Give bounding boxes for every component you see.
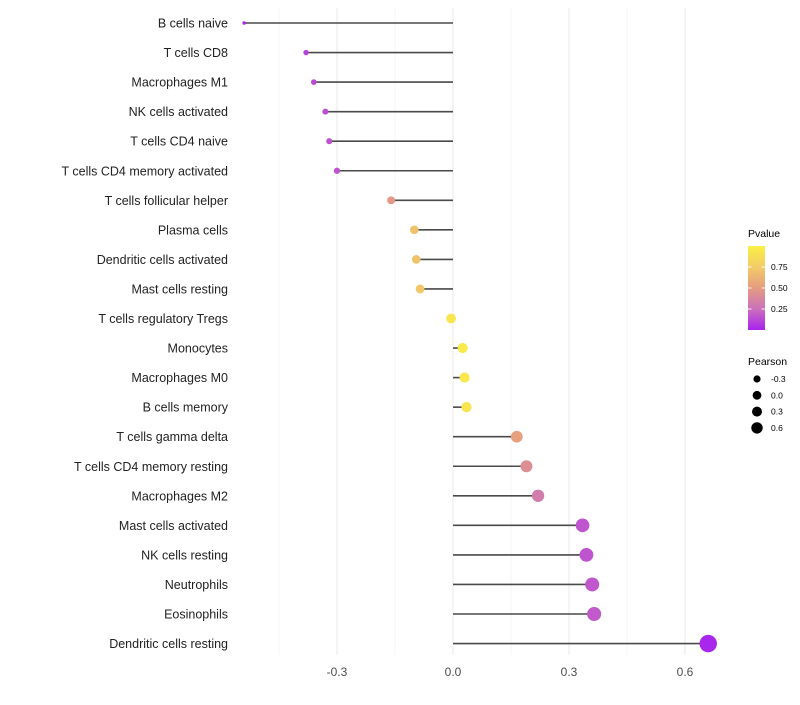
x-axis-tick-label: -0.3 [327, 665, 348, 679]
lollipop-dot [411, 255, 421, 264]
lollipop-row: Neutrophils [165, 577, 600, 592]
y-axis-label: T cells regulatory Tregs [98, 312, 228, 326]
lollipop-dot [531, 489, 545, 502]
lollipop-row: Mast cells resting [131, 282, 453, 296]
x-axis-tick-label: 0.6 [677, 665, 694, 679]
lollipop-dot [310, 79, 317, 85]
lollipop-row: T cells gamma delta [116, 430, 523, 444]
lollipop-row: T cells CD4 memory activated [62, 164, 453, 178]
pearson-legend-label: 0.0 [771, 390, 783, 400]
lollipop-dot [520, 460, 533, 473]
lollipop-dot [242, 21, 246, 25]
lollipop-dot [699, 634, 717, 653]
lollipop-dot [410, 225, 419, 235]
y-axis-label: T cells CD8 [164, 46, 228, 60]
lollipop-row: T cells regulatory Tregs [98, 312, 456, 326]
lollipop-dot [585, 577, 600, 592]
y-axis-label: T cells CD4 memory resting [74, 460, 228, 474]
lollipop-row: Macrophages M2 [131, 489, 545, 503]
y-axis-label: Dendritic cells resting [109, 637, 228, 651]
y-axis-label: T cells CD4 naive [130, 135, 228, 149]
lollipop-row: B cells naive [158, 17, 453, 31]
lollipop-row: NK cells resting [141, 548, 594, 562]
lollipop-row: Dendritic cells activated [97, 253, 453, 267]
lollipop-dot [326, 138, 333, 145]
lollipop-dot [461, 402, 472, 413]
y-axis-label: Neutrophils [165, 578, 228, 592]
pearson-legend-dot [753, 375, 761, 383]
lollipop-row: B cells memory [143, 401, 472, 415]
y-axis-label: Mast cells activated [119, 519, 228, 533]
pvalue-legend-title: Pvalue [748, 228, 780, 240]
lollipop-dot [510, 430, 523, 443]
lollipop-dot [333, 167, 341, 174]
y-axis-label: Eosinophils [164, 608, 228, 622]
lollipop-dot [579, 548, 594, 562]
pvalue-legend-tick-label: 0.50 [771, 283, 788, 293]
lollipop-row: Plasma cells [158, 223, 453, 237]
y-axis-label: Plasma cells [158, 223, 228, 237]
y-axis-label: T cells CD4 memory activated [62, 164, 229, 178]
y-axis-label: Macrophages M1 [131, 76, 228, 90]
lollipop-row: T cells CD8 [164, 46, 453, 60]
lollipop-dot [457, 343, 468, 354]
pearson-legend-dot [751, 422, 763, 434]
lollipop-row: T cells CD4 naive [130, 135, 453, 149]
lollipop-dot [575, 518, 590, 533]
lollipop-dot [387, 196, 396, 205]
pvalue-legend-tick-label: 0.75 [771, 262, 788, 272]
lollipop-dot [303, 49, 309, 56]
pearson-legend-dot [752, 390, 762, 400]
y-axis-label: Mast cells resting [131, 282, 228, 296]
pvalue-gradient-bar [748, 246, 765, 330]
y-axis-label: Monocytes [168, 342, 228, 356]
lollipop-dot [587, 606, 602, 622]
y-axis-label: NK cells resting [141, 548, 228, 562]
lollipop-row: Macrophages M1 [131, 76, 453, 90]
lollipop-dot [446, 313, 456, 324]
y-axis-label: NK cells activated [129, 105, 228, 119]
y-axis-label: B cells naive [158, 17, 228, 31]
lollipop-dot [322, 108, 329, 115]
pearson-legend-dot [752, 406, 762, 417]
lollipop-row: T cells CD4 memory resting [74, 460, 533, 474]
lollipop-dot [415, 284, 425, 294]
y-axis-label: Macrophages M2 [131, 489, 228, 503]
lollipop-row: Dendritic cells resting [109, 634, 717, 653]
pearson-legend-label: 0.3 [771, 407, 783, 417]
lollipop-row: T cells follicular helper [105, 194, 453, 208]
lollipop-row: Eosinophils [164, 606, 602, 622]
lollipop-row: NK cells activated [129, 105, 453, 119]
x-axis-tick-label: 0.3 [561, 665, 578, 679]
lollipop-row: Macrophages M0 [131, 371, 470, 385]
lollipop-row: Monocytes [168, 342, 468, 356]
pearson-legend-label: 0.6 [771, 423, 783, 433]
x-axis-tick-label: 0.0 [445, 665, 462, 679]
lollipop-dot [459, 372, 470, 383]
y-axis-label: Dendritic cells activated [97, 253, 228, 267]
y-axis-label: B cells memory [143, 401, 229, 415]
pearson-legend-title: Pearson [748, 356, 787, 368]
pvalue-legend-tick-label: 0.25 [771, 304, 788, 314]
lollipop-row: Mast cells activated [119, 518, 590, 533]
y-axis-label: Macrophages M0 [131, 371, 228, 385]
pearson-legend-label: -0.3 [771, 374, 786, 384]
y-axis-label: T cells gamma delta [116, 430, 228, 444]
y-axis-label: T cells follicular helper [105, 194, 228, 208]
